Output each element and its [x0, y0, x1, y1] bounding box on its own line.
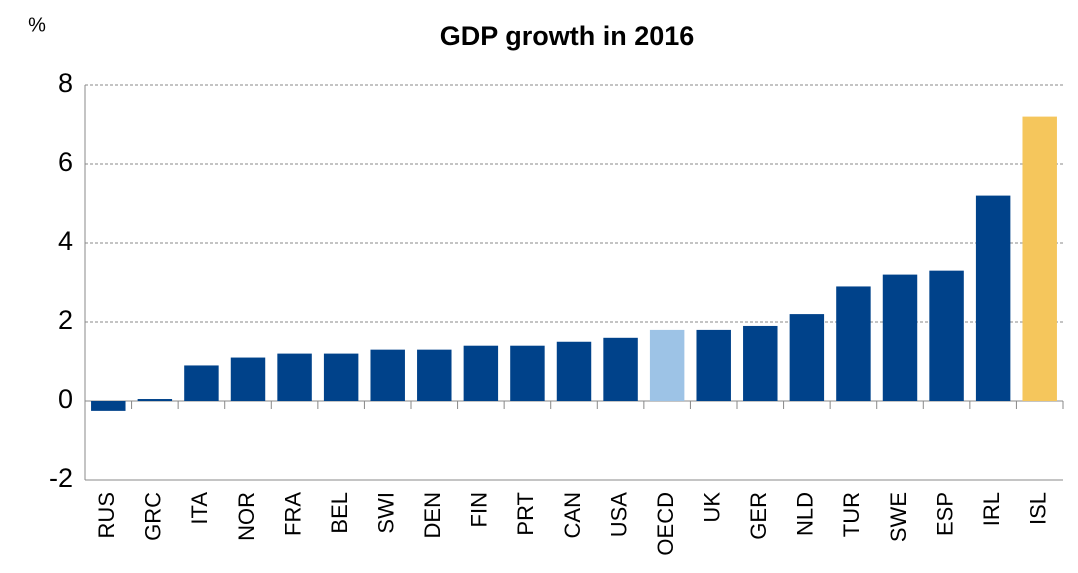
y-tick-label: 6	[58, 147, 73, 177]
y-tick-label: 4	[58, 226, 73, 256]
x-tick-label: SWE	[886, 492, 911, 542]
bar	[603, 337, 638, 401]
x-tick-label: USA	[606, 492, 631, 538]
x-tick-label: FIN	[467, 492, 492, 527]
bar	[696, 329, 731, 401]
bar	[1022, 116, 1057, 401]
bar	[370, 349, 405, 401]
x-tick-label: BEL	[327, 492, 352, 534]
x-tick-label: DEN	[420, 492, 445, 538]
bar	[789, 314, 825, 401]
y-tick-label: 8	[58, 68, 73, 98]
y-tick-label: 0	[58, 384, 73, 414]
bar	[184, 365, 219, 401]
y-tick-label: -2	[49, 463, 73, 493]
y-axis-label: %	[28, 14, 46, 36]
bar	[137, 399, 173, 401]
bar	[975, 195, 1011, 401]
x-tick-label: ESP	[932, 492, 957, 536]
x-tick-label: GER	[746, 492, 771, 540]
bar	[91, 401, 126, 411]
bar	[510, 345, 545, 401]
x-tick-label: ITA	[187, 492, 212, 525]
bar	[417, 349, 452, 401]
x-tick-label: SWI	[374, 492, 399, 534]
y-tick-label: 2	[58, 305, 73, 335]
x-tick-label: GRC	[141, 492, 166, 541]
bar	[649, 329, 685, 401]
bar	[230, 357, 266, 401]
bar	[323, 353, 359, 401]
x-tick-label: RUS	[94, 492, 119, 538]
bar	[929, 270, 964, 401]
bar	[556, 341, 592, 401]
bar	[882, 274, 918, 401]
bar	[463, 345, 499, 401]
x-tick-label: OECD	[653, 492, 678, 556]
bar	[836, 286, 871, 401]
x-tick-label: PRT	[513, 492, 538, 536]
x-tick-label: FRA	[280, 492, 305, 536]
bar	[277, 353, 312, 401]
x-tick-label: UK	[700, 492, 725, 523]
x-tick-label: TUR	[839, 492, 864, 537]
x-tick-label: CAN	[560, 492, 585, 538]
x-tick-label: NLD	[793, 492, 818, 536]
chart-title: GDP growth in 2016	[440, 21, 695, 51]
x-tick-label: IRL	[979, 492, 1004, 526]
x-tick-label: ISL	[1026, 492, 1051, 525]
bar	[743, 325, 778, 401]
x-tick-label: NOR	[234, 492, 259, 541]
